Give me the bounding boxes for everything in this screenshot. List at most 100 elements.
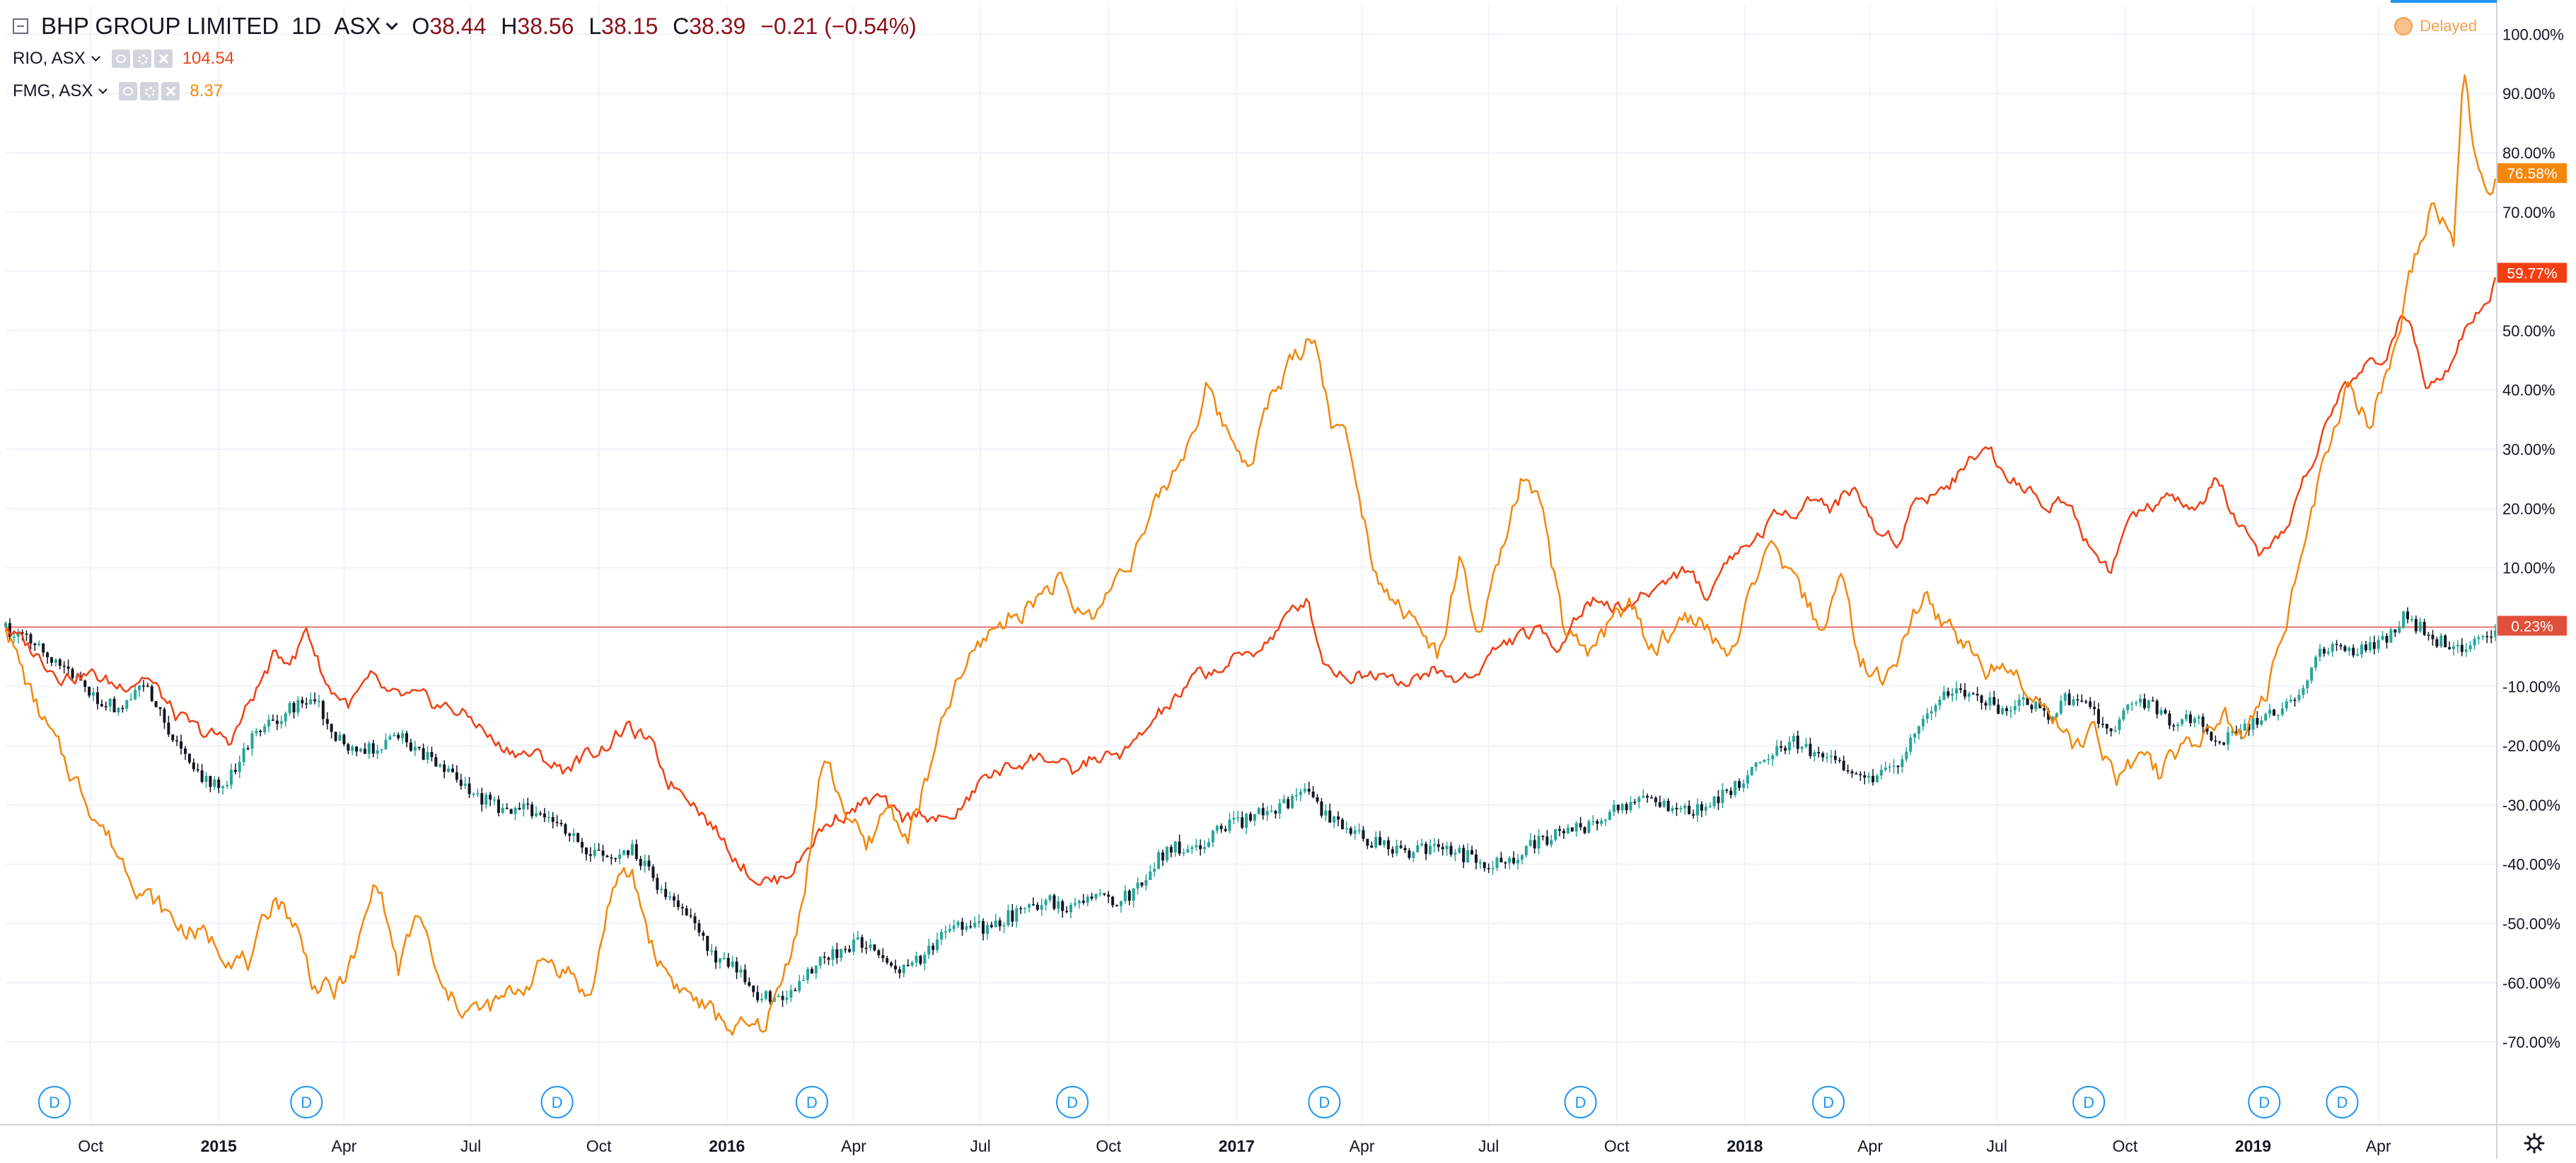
bhp-candle-body: [1483, 862, 1486, 869]
bhp-candle-body: [2005, 708, 2009, 712]
bhp-candle-body: [1449, 845, 1453, 855]
bhp-candle-body: [2197, 717, 2200, 719]
bhp-candle-body: [1579, 823, 1582, 828]
bhp-candle-body: [376, 750, 379, 754]
bhp-candle-body: [1842, 760, 1845, 770]
bhp-candle-body: [351, 746, 354, 751]
gear-icon[interactable]: [132, 50, 151, 68]
gear-icon[interactable]: [140, 82, 159, 100]
chevron-down-icon[interactable]: [91, 52, 100, 62]
dividend-marker-label: D: [1318, 1094, 1330, 1111]
bhp-candle-body: [2101, 724, 2104, 725]
bhp-candle-body: [2285, 701, 2288, 709]
bhp-candle-body: [1224, 828, 1227, 831]
bhp-candle-body: [2210, 731, 2213, 741]
bhp-candle-body: [83, 681, 87, 687]
bhp-candle-body: [388, 736, 392, 740]
close-icon[interactable]: [161, 82, 180, 100]
bhp-candle-body: [434, 757, 438, 767]
bhp-candle-body: [1867, 775, 1871, 778]
bhp-candle-body: [242, 748, 245, 763]
bhp-candle-body: [1144, 879, 1148, 886]
bhp-candle-body: [226, 785, 229, 787]
dividend-marker-label: D: [301, 1094, 312, 1111]
bhp-candle-body: [2155, 700, 2159, 714]
chevron-down-icon[interactable]: [98, 84, 108, 94]
legend-rio-row: RIO, ASX 104.54: [13, 42, 925, 75]
y-tick-label: 100.00%: [2502, 25, 2564, 43]
close-icon[interactable]: [153, 50, 173, 68]
chevron-down-icon[interactable]: [385, 18, 398, 30]
bhp-candle-body: [2176, 724, 2180, 727]
bhp-candle-body: [1195, 845, 1198, 847]
bhp-candle-body: [1065, 910, 1069, 913]
bhp-candle-body: [1035, 904, 1039, 910]
dividend-marker: [1812, 1086, 1845, 1118]
bhp-candle-body: [313, 699, 317, 702]
bhp-candle-body: [1892, 765, 1896, 767]
bhp-candle-body: [722, 958, 726, 959]
eye-icon[interactable]: [119, 82, 138, 100]
exchange-label[interactable]: ASX: [334, 13, 381, 39]
bhp-candle-body: [1081, 901, 1085, 903]
delayed-status[interactable]: Delayed: [2394, 17, 2477, 35]
collapse-icon[interactable]: [13, 18, 28, 34]
bhp-candle-body: [614, 858, 617, 860]
bhp-candle-body: [514, 808, 517, 814]
bhp-candle-body: [2168, 713, 2171, 726]
bhp-candle-body: [1023, 907, 1027, 909]
bhp-candle-body: [1291, 796, 1294, 809]
bhp-candle-body: [1608, 811, 1611, 820]
bhp-candle-body: [1391, 849, 1394, 854]
bhp-candle-body: [1704, 806, 1707, 811]
bhp-candle-body: [1337, 816, 1340, 820]
bhp-candle-body: [171, 734, 175, 741]
settings-icon[interactable]: [2524, 1133, 2545, 1154]
bhp-candle-body: [651, 867, 655, 879]
bhp-candle-body: [1504, 862, 1507, 864]
bhp-candle-body: [1190, 847, 1194, 850]
bhp-candle-body: [1587, 821, 1591, 833]
bhp-candle-body: [848, 949, 852, 952]
bhp-candle-body: [196, 769, 199, 771]
bhp-candle-body: [1395, 845, 1398, 854]
bhp-candle-body: [1474, 854, 1478, 863]
bhp-candle-body: [1182, 852, 1185, 854]
fmg-label[interactable]: FMG, ASX: [13, 81, 93, 100]
bhp-candle-body: [1780, 746, 1783, 748]
bhp-candle-body: [710, 950, 714, 952]
fmg-price-label: 76.58%: [2507, 166, 2557, 183]
bhp-candle-body: [2059, 700, 2062, 714]
bhp-candle-body: [233, 770, 237, 773]
bhp-candle-body: [2151, 700, 2154, 702]
bhp-candle-body: [1787, 741, 1791, 751]
rio-label[interactable]: RIO, ASX: [13, 49, 86, 68]
symbol-title[interactable]: BHP GROUP LIMITED: [41, 13, 279, 39]
bhp-candle-body: [2348, 647, 2351, 652]
bhp-candle-body: [489, 794, 492, 800]
bhp-candle-body: [1399, 845, 1403, 848]
legend-main-row: BHP GROUP LIMITED 1D ASX O38.44 H38.56 L…: [13, 10, 925, 42]
bhp-candle-body: [1127, 891, 1131, 901]
eye-icon[interactable]: [111, 50, 130, 68]
interval-label[interactable]: 1D: [291, 13, 322, 39]
bhp-candle-body: [2251, 718, 2255, 730]
fmg-value: 8.37: [190, 81, 224, 100]
x-tick-label: Oct: [1604, 1137, 1630, 1155]
bhp-candle-body: [1103, 893, 1106, 895]
bhp-candle-body: [748, 982, 751, 986]
bhp-candle-body: [806, 968, 809, 980]
bhp-candle-body: [209, 775, 212, 787]
bhp-candle-body: [1370, 845, 1374, 848]
bhp-candle-body: [1833, 756, 1837, 760]
bhp-candle-body: [739, 969, 743, 973]
bhp-candle-body: [497, 799, 500, 813]
bhp-candle-body: [2159, 710, 2163, 714]
bhp-candle-body: [932, 945, 935, 950]
bhp-candle-body: [1729, 790, 1733, 795]
bhp-candle-body: [1988, 697, 1992, 706]
bhp-candle-body: [37, 643, 41, 645]
bhp-candle-body: [2130, 703, 2134, 705]
